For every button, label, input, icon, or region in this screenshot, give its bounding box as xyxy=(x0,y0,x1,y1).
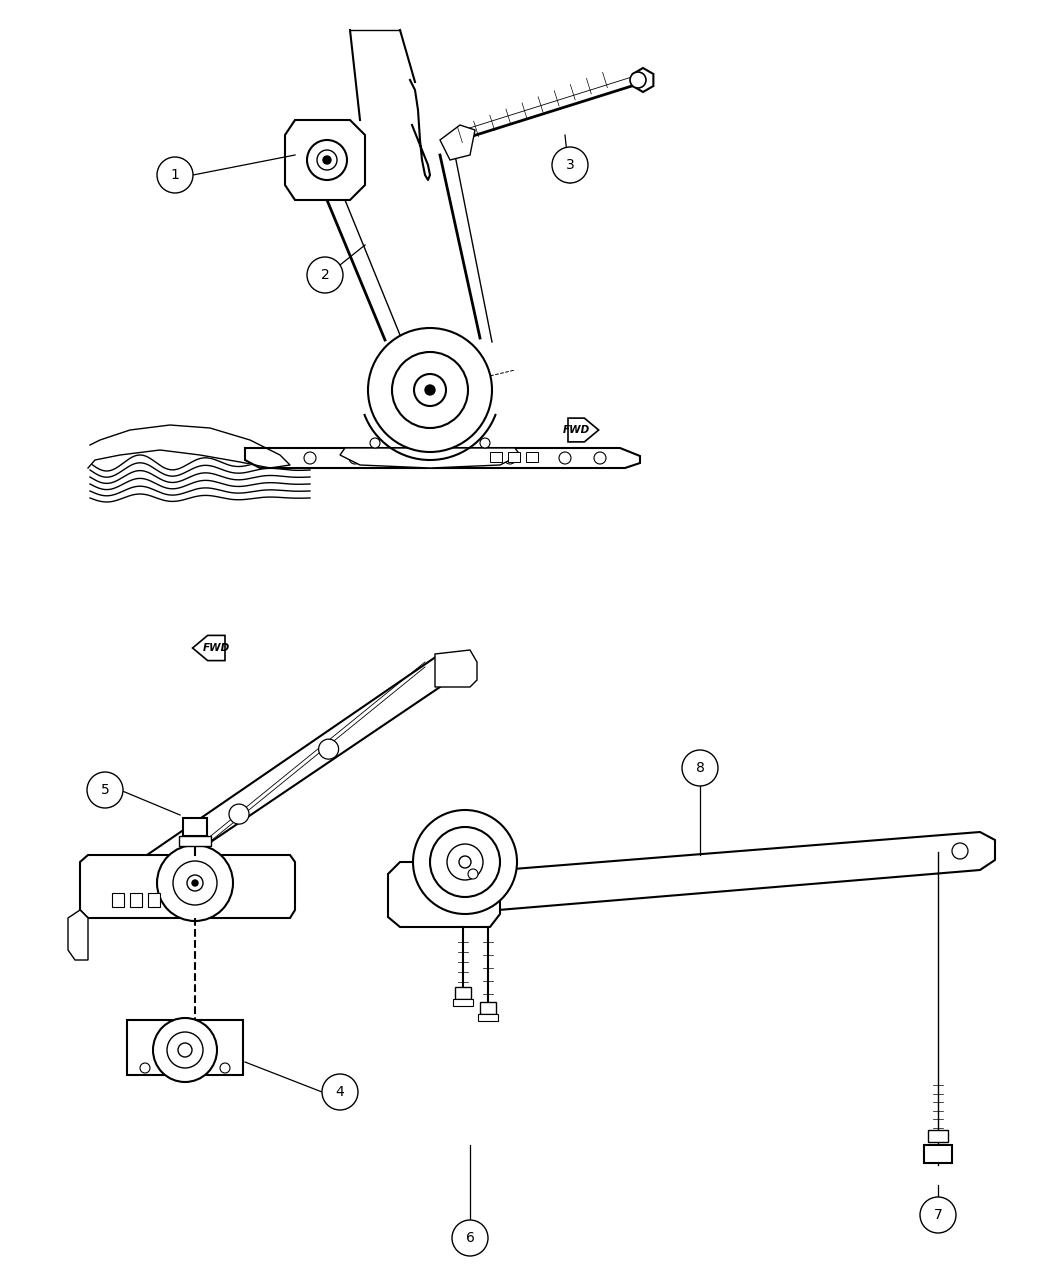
Circle shape xyxy=(468,870,478,878)
Circle shape xyxy=(594,453,606,464)
Polygon shape xyxy=(140,654,450,884)
Text: 5: 5 xyxy=(101,783,109,797)
Circle shape xyxy=(392,352,468,428)
Bar xyxy=(480,1002,496,1014)
Bar xyxy=(478,1014,498,1021)
Text: 7: 7 xyxy=(933,1207,943,1221)
Circle shape xyxy=(192,880,198,886)
Bar xyxy=(127,1020,243,1075)
Circle shape xyxy=(414,374,446,405)
Circle shape xyxy=(682,750,718,785)
Circle shape xyxy=(167,1031,203,1068)
Circle shape xyxy=(504,453,516,464)
Circle shape xyxy=(318,740,338,759)
Circle shape xyxy=(229,805,249,824)
Bar xyxy=(453,1000,472,1006)
Bar xyxy=(148,892,160,907)
Circle shape xyxy=(394,453,406,464)
Bar xyxy=(490,453,502,462)
Circle shape xyxy=(307,140,346,180)
Circle shape xyxy=(480,439,490,448)
Bar xyxy=(455,987,471,1000)
Text: 6: 6 xyxy=(465,1230,475,1244)
Circle shape xyxy=(952,843,968,859)
Polygon shape xyxy=(88,425,290,468)
Polygon shape xyxy=(340,448,520,468)
Text: 1: 1 xyxy=(170,168,180,182)
Circle shape xyxy=(187,875,203,891)
Circle shape xyxy=(304,453,316,464)
Text: FWD: FWD xyxy=(203,643,230,653)
Circle shape xyxy=(920,1197,956,1233)
Polygon shape xyxy=(435,650,477,687)
Circle shape xyxy=(368,328,492,453)
Circle shape xyxy=(425,385,435,395)
Circle shape xyxy=(413,810,517,914)
Circle shape xyxy=(87,771,123,808)
Polygon shape xyxy=(285,120,365,200)
Bar xyxy=(526,453,538,462)
Circle shape xyxy=(158,157,193,193)
Circle shape xyxy=(140,1063,150,1074)
Polygon shape xyxy=(80,856,295,918)
Circle shape xyxy=(158,845,233,921)
Circle shape xyxy=(444,453,456,464)
Text: 3: 3 xyxy=(566,158,574,172)
Text: 2: 2 xyxy=(320,268,330,282)
Circle shape xyxy=(370,439,380,448)
Circle shape xyxy=(459,856,471,868)
Circle shape xyxy=(173,861,217,905)
Circle shape xyxy=(323,156,331,164)
Bar xyxy=(508,453,520,462)
Circle shape xyxy=(322,1074,358,1111)
Circle shape xyxy=(307,258,343,293)
Circle shape xyxy=(452,1220,488,1256)
Circle shape xyxy=(220,1063,230,1074)
Polygon shape xyxy=(568,418,598,442)
Circle shape xyxy=(552,147,588,184)
Polygon shape xyxy=(440,125,475,159)
Bar xyxy=(130,892,142,907)
Text: 4: 4 xyxy=(336,1085,344,1099)
Polygon shape xyxy=(388,862,500,927)
Circle shape xyxy=(349,453,361,464)
Bar xyxy=(183,819,207,836)
Bar xyxy=(178,836,211,847)
Bar xyxy=(112,892,124,907)
Circle shape xyxy=(630,71,646,88)
Polygon shape xyxy=(632,68,653,92)
Polygon shape xyxy=(68,910,88,960)
Circle shape xyxy=(447,844,483,880)
Bar xyxy=(928,1130,948,1142)
Polygon shape xyxy=(245,448,640,468)
Polygon shape xyxy=(192,635,225,660)
Circle shape xyxy=(559,453,571,464)
Circle shape xyxy=(317,150,337,170)
Text: 8: 8 xyxy=(695,761,705,775)
Circle shape xyxy=(178,1043,192,1057)
Circle shape xyxy=(430,827,500,898)
Polygon shape xyxy=(442,833,995,914)
Bar xyxy=(924,1145,952,1163)
Text: FWD: FWD xyxy=(563,425,589,435)
Circle shape xyxy=(153,1017,217,1082)
